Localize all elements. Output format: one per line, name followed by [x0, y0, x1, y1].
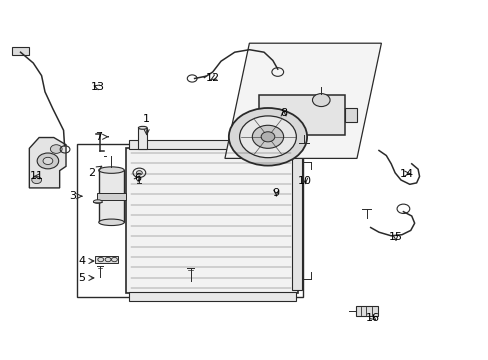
Bar — [138, 128, 147, 149]
Circle shape — [43, 157, 53, 165]
Text: 10: 10 — [298, 176, 312, 186]
Text: 11: 11 — [30, 171, 44, 181]
Text: 4: 4 — [78, 256, 94, 266]
Bar — [292, 151, 302, 290]
Text: 1: 1 — [143, 114, 150, 135]
Text: 15: 15 — [388, 232, 402, 242]
Text: 14: 14 — [399, 168, 413, 179]
Bar — [258, 95, 344, 135]
Bar — [77, 144, 303, 297]
Bar — [355, 306, 377, 316]
Circle shape — [228, 108, 306, 166]
Circle shape — [50, 145, 62, 153]
Bar — [344, 108, 356, 122]
Ellipse shape — [138, 126, 147, 129]
Circle shape — [37, 153, 59, 169]
Circle shape — [312, 94, 329, 107]
Ellipse shape — [99, 219, 124, 225]
Text: 3: 3 — [69, 191, 81, 201]
Ellipse shape — [93, 200, 102, 203]
Circle shape — [32, 176, 41, 184]
Bar — [97, 193, 126, 200]
Text: 13: 13 — [91, 82, 105, 92]
Text: 8: 8 — [280, 108, 286, 118]
Circle shape — [136, 171, 142, 175]
Text: 5: 5 — [79, 273, 94, 283]
Circle shape — [261, 132, 274, 142]
Circle shape — [252, 125, 283, 148]
Bar — [12, 47, 29, 55]
Text: 7: 7 — [95, 132, 108, 142]
Bar — [128, 140, 295, 149]
Polygon shape — [29, 138, 66, 188]
Bar — [95, 256, 118, 263]
Polygon shape — [224, 43, 381, 158]
Circle shape — [239, 116, 296, 158]
Ellipse shape — [99, 167, 124, 174]
Bar — [126, 148, 298, 293]
Text: 9: 9 — [272, 188, 279, 198]
Text: 12: 12 — [205, 73, 220, 84]
Bar — [99, 170, 124, 222]
Text: 2: 2 — [88, 166, 102, 178]
Bar — [128, 292, 295, 301]
Text: 16: 16 — [365, 312, 379, 323]
Text: 6: 6 — [134, 173, 141, 183]
